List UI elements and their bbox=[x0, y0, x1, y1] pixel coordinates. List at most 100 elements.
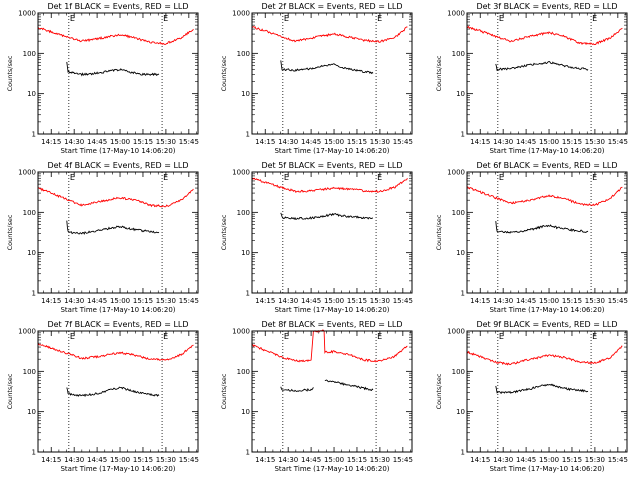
x-tick-label: 15:15 bbox=[562, 456, 582, 464]
marker-label: E bbox=[284, 173, 289, 182]
chart-title: Det 1f BLACK = Events, RED = LLD bbox=[47, 2, 188, 11]
y-tick-label: 1000 bbox=[447, 169, 465, 177]
x-axis-label: Start Time (17-May-10 14:06:20) bbox=[489, 306, 604, 314]
y-tick-label: 10 bbox=[27, 249, 36, 257]
series-line bbox=[495, 383, 589, 395]
y-tick-label: 1 bbox=[32, 290, 36, 298]
x-tick-label: 15:30 bbox=[370, 456, 390, 464]
x-tick-label: 14:30 bbox=[278, 297, 298, 305]
chart-title: Det 6f BLACK = Events, RED = LLD bbox=[476, 161, 617, 170]
y-axis-label: Counts/sec bbox=[6, 214, 14, 250]
y-axis-label: Counts/sec bbox=[6, 55, 14, 91]
marker-label: E bbox=[70, 173, 75, 182]
y-tick-label: 1 bbox=[246, 290, 250, 298]
series-line bbox=[66, 61, 160, 77]
plot-frame bbox=[37, 12, 199, 135]
chart-title: Det 3f BLACK = Events, RED = LLD bbox=[476, 2, 617, 11]
series-line bbox=[251, 177, 408, 194]
x-tick-label: 15:30 bbox=[156, 138, 176, 146]
y-tick-label: 1000 bbox=[18, 10, 36, 18]
y-tick-label: 100 bbox=[452, 50, 465, 58]
x-tick-label: 14:15 bbox=[255, 297, 275, 305]
x-tick-label: 14:30 bbox=[64, 297, 84, 305]
chart-title: Det 8f BLACK = Events, RED = LLD bbox=[261, 320, 402, 329]
chart-panel: Det 3f BLACK = Events, RED = LLD Start Ti… bbox=[435, 2, 628, 155]
y-tick-label: 10 bbox=[241, 90, 250, 98]
y-tick-label: 10 bbox=[27, 90, 36, 98]
marker-label: E bbox=[499, 14, 504, 23]
y-axis-label: Counts/sec bbox=[435, 214, 443, 250]
series-line bbox=[66, 386, 160, 398]
y-tick-label: 10 bbox=[456, 408, 465, 416]
y-tick-label: 1 bbox=[246, 131, 250, 139]
y-tick-label: 100 bbox=[237, 209, 250, 217]
x-tick-label: 14:45 bbox=[301, 456, 321, 464]
x-tick-label: 14:15 bbox=[255, 138, 275, 146]
x-tick-label: 15:15 bbox=[133, 138, 153, 146]
y-tick-label: 1 bbox=[32, 131, 36, 139]
y-axis-label: Counts/sec bbox=[220, 373, 228, 409]
y-tick-label: 100 bbox=[452, 368, 465, 376]
x-tick-label: 15:45 bbox=[608, 456, 628, 464]
series-line bbox=[37, 26, 194, 45]
series-line bbox=[466, 25, 623, 46]
chart-panel: Det 4f BLACK = Events, RED = LLD Start Ti… bbox=[6, 161, 199, 314]
x-axis-label: Start Time (17-May-10 14:06:20) bbox=[60, 306, 175, 314]
y-tick-label: 10 bbox=[456, 90, 465, 98]
x-tick-label: 15:00 bbox=[110, 456, 130, 464]
series-line bbox=[280, 386, 314, 392]
x-tick-label: 14:15 bbox=[470, 456, 490, 464]
x-axis-label: Start Time (17-May-10 14:06:20) bbox=[60, 465, 175, 473]
x-tick-label: 15:30 bbox=[585, 297, 605, 305]
x-tick-label: 15:30 bbox=[156, 297, 176, 305]
x-axis-label: Start Time (17-May-10 14:06:20) bbox=[60, 147, 175, 155]
y-tick-label: 1000 bbox=[232, 169, 250, 177]
y-tick-label: 1000 bbox=[447, 10, 465, 18]
plot-frame bbox=[251, 171, 413, 294]
x-tick-label: 14:15 bbox=[41, 297, 61, 305]
chart-title: Det 2f BLACK = Events, RED = LLD bbox=[261, 2, 402, 11]
x-tick-label: 15:30 bbox=[585, 138, 605, 146]
y-tick-label: 1 bbox=[246, 449, 250, 457]
x-tick-label: 15:45 bbox=[393, 456, 413, 464]
x-tick-label: 14:15 bbox=[470, 297, 490, 305]
x-tick-label: 15:45 bbox=[393, 297, 413, 305]
x-tick-label: 15:00 bbox=[539, 456, 559, 464]
y-tick-label: 1 bbox=[461, 131, 465, 139]
y-tick-label: 10 bbox=[27, 408, 36, 416]
x-tick-label: 15:30 bbox=[370, 138, 390, 146]
plot-frame bbox=[251, 12, 413, 135]
y-tick-label: 100 bbox=[23, 209, 36, 217]
y-tick-label: 1 bbox=[461, 449, 465, 457]
marker-label: E bbox=[499, 332, 504, 341]
x-axis-label: Start Time (17-May-10 14:06:20) bbox=[489, 465, 604, 473]
x-tick-label: 15:30 bbox=[370, 297, 390, 305]
y-axis-label: Counts/sec bbox=[6, 373, 14, 409]
y-tick-label: 10 bbox=[241, 249, 250, 257]
marker-label: E bbox=[70, 332, 75, 341]
chart-panel: Det 1f BLACK = Events, RED = LLD Start Ti… bbox=[6, 2, 199, 155]
y-tick-label: 100 bbox=[237, 50, 250, 58]
chart-title: Det 9f BLACK = Events, RED = LLD bbox=[476, 320, 617, 329]
series-line bbox=[37, 342, 194, 361]
x-tick-label: 14:15 bbox=[41, 138, 61, 146]
chart-panel: Det 8f BLACK = Events, RED = LLD Start Ti… bbox=[220, 320, 413, 473]
x-tick-label: 14:45 bbox=[516, 138, 536, 146]
series-line bbox=[251, 329, 408, 363]
marker-label: E bbox=[592, 14, 597, 23]
plot-frame bbox=[466, 171, 628, 294]
x-tick-label: 14:30 bbox=[278, 456, 298, 464]
x-tick-label: 15:00 bbox=[324, 138, 344, 146]
x-tick-label: 14:45 bbox=[87, 138, 107, 146]
x-tick-label: 15:15 bbox=[347, 297, 367, 305]
x-tick-label: 15:45 bbox=[179, 138, 199, 146]
x-tick-label: 15:30 bbox=[156, 456, 176, 464]
x-tick-label: 14:30 bbox=[278, 138, 298, 146]
y-axis-label: Counts/sec bbox=[220, 55, 228, 91]
x-axis-label: Start Time (17-May-10 14:06:20) bbox=[274, 306, 389, 314]
x-tick-label: 15:00 bbox=[324, 456, 344, 464]
series-line bbox=[66, 220, 160, 235]
y-tick-label: 1 bbox=[32, 449, 36, 457]
x-tick-label: 14:15 bbox=[470, 138, 490, 146]
series-line bbox=[37, 187, 194, 208]
